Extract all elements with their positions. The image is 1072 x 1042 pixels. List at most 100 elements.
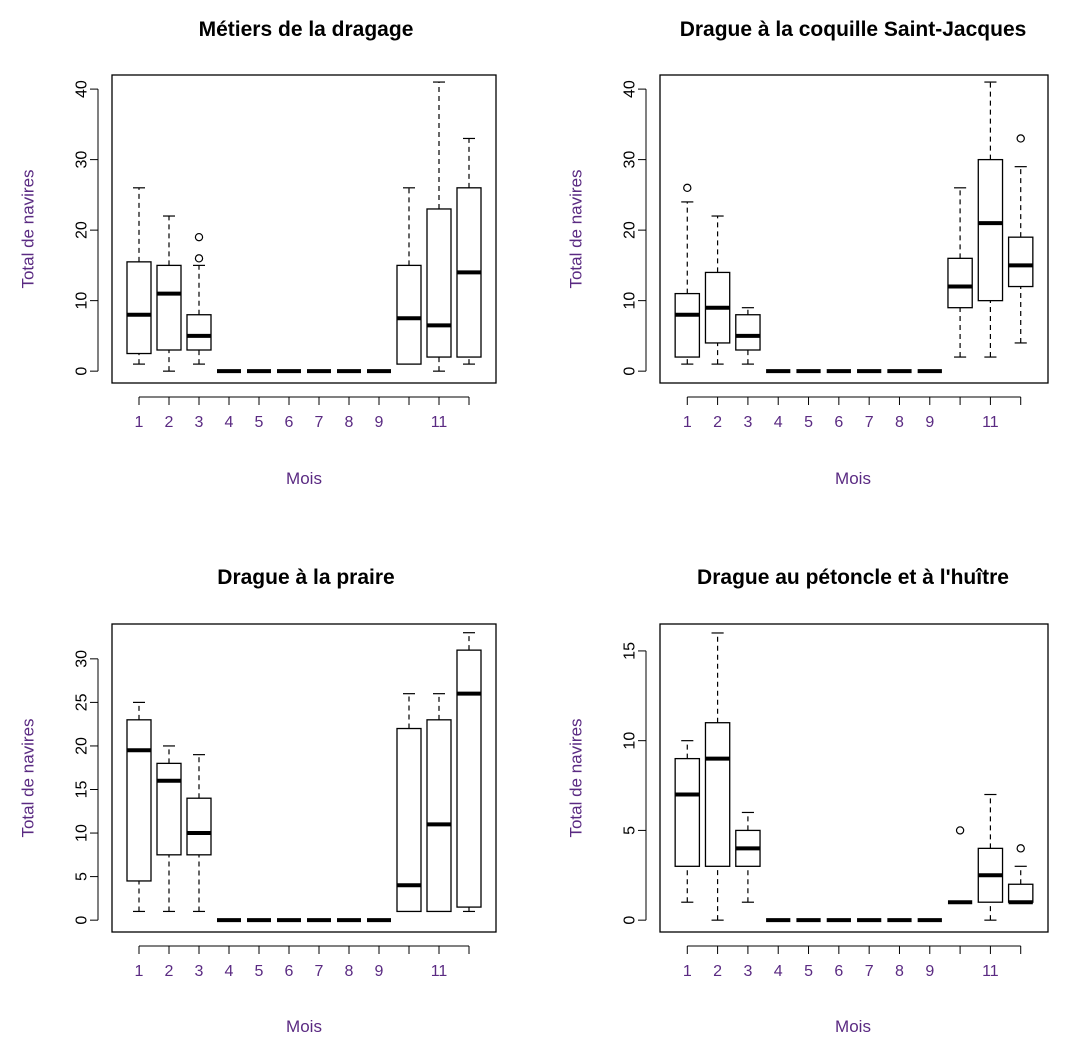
x-tick-label: 6 [834,414,843,431]
x-tick-label: 8 [345,963,354,980]
iqr-box [186,314,212,351]
iqr-box [735,314,761,351]
y-tick-label: 20 [74,737,91,755]
iqr-box [126,719,152,882]
x-tick-label: 11 [982,963,999,980]
y-tick-label: 0 [74,916,91,925]
iqr-box [186,797,212,856]
x-tick-label: 6 [285,963,294,980]
plot-frame [111,74,497,384]
x-tick-label: 7 [315,414,324,431]
outlier-point [1016,134,1025,143]
x-tick-label: 4 [225,414,234,431]
x-tick-label: 2 [713,963,722,980]
y-tick-label: 30 [74,151,91,169]
y-tick-label: 20 [622,221,639,239]
x-tick-label: 5 [804,414,813,431]
x-axis-label: Mois [286,469,322,488]
x-tick-label: 9 [925,963,934,980]
y-tick-label: 0 [74,367,91,376]
chart-title: Drague au pétoncle et à l'huître [697,566,1009,589]
x-tick-label: 2 [713,414,722,431]
x-tick-label: 5 [804,963,813,980]
y-tick-label: 0 [622,916,639,925]
y-tick-label: 10 [622,292,639,310]
iqr-box [947,257,973,309]
x-tick-label: 11 [431,414,448,431]
iqr-box [1007,883,1034,903]
y-tick-label: 10 [622,732,639,750]
x-tick-label: 4 [774,963,783,980]
iqr-box [674,292,701,358]
iqr-box [674,757,701,867]
x-tick-label: 9 [375,414,384,431]
x-tick-label: 3 [743,963,752,980]
chart-title: Drague à la coquille Saint-Jacques [680,18,1027,41]
x-tick-label: 1 [135,963,144,980]
x-tick-label: 5 [255,414,264,431]
outlier-point [955,826,965,835]
chart-title: Métiers de la dragage [199,18,414,41]
x-tick-label: 7 [865,963,874,980]
y-tick-label: 10 [74,292,91,310]
x-tick-label: 3 [195,414,204,431]
y-tick-label: 15 [622,642,639,660]
x-tick-label: 8 [895,963,904,980]
plot-frame [659,623,1049,933]
x-tick-label: 3 [743,414,752,431]
x-tick-label: 1 [135,414,144,431]
iqr-box [977,158,1004,302]
y-tick-label: 20 [74,221,91,239]
x-tick-label: 3 [195,963,204,980]
x-tick-label: 1 [683,963,692,980]
outlier-point [683,183,692,193]
iqr-box [396,727,422,913]
iqr-box [156,762,182,856]
x-axis-label: Mois [286,1017,322,1036]
iqr-box [456,649,482,908]
x-tick-label: 6 [285,414,294,431]
iqr-box [426,719,452,913]
y-axis-label: Total de navires [19,718,38,837]
x-tick-label: 2 [165,963,174,980]
plot-frame [659,74,1049,384]
x-tick-label: 4 [774,414,783,431]
iqr-box [704,722,731,867]
y-tick-label: 30 [74,650,91,668]
x-tick-label: 11 [431,963,448,980]
y-tick-label: 30 [622,151,639,169]
x-tick-label: 9 [925,414,934,431]
x-tick-label: 8 [345,414,354,431]
iqr-box [1007,236,1034,288]
y-axis-label: Total de navires [567,718,586,837]
x-tick-label: 2 [165,414,174,431]
y-tick-label: 0 [622,367,639,376]
outlier-point [194,232,204,242]
x-tick-label: 7 [315,963,324,980]
y-tick-label: 15 [74,780,91,798]
y-tick-label: 40 [74,80,91,98]
y-tick-label: 25 [74,693,91,711]
x-axis-label: Mois [835,469,871,488]
y-tick-label: 5 [622,826,639,835]
y-tick-label: 5 [74,872,91,881]
x-tick-label: 11 [982,414,999,431]
outlier-point [194,254,204,263]
y-axis-label: Total de navires [19,169,38,288]
y-tick-label: 10 [74,824,91,842]
chart-title: Drague à la praire [217,566,394,589]
x-axis-label: Mois [835,1017,871,1036]
iqr-box [396,264,422,365]
outlier-point [1016,844,1025,853]
iqr-box [426,208,452,358]
x-tick-label: 9 [375,963,384,980]
y-axis-label: Total de navires [567,169,586,288]
x-tick-label: 6 [834,963,843,980]
x-tick-label: 5 [255,963,264,980]
x-tick-label: 4 [225,963,234,980]
iqr-box [156,264,182,351]
iqr-box [126,261,152,355]
x-tick-label: 7 [865,414,874,431]
